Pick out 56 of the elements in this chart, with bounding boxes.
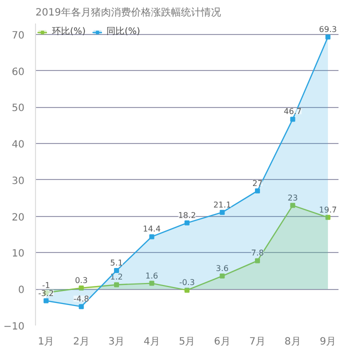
point xyxy=(184,288,190,293)
y-tick-label: −10 xyxy=(3,322,25,332)
data-label: -1 xyxy=(42,280,50,290)
point xyxy=(184,220,190,226)
data-label: 23 xyxy=(288,193,298,202)
x-tick-label: 3月 xyxy=(108,336,125,348)
data-label: 1.2 xyxy=(110,272,123,282)
data-label: 46.7 xyxy=(284,107,302,116)
x-tick-label: 2月 xyxy=(73,336,90,348)
point xyxy=(290,202,296,208)
x-tick-label: 7月 xyxy=(249,336,266,348)
x-tick-label: 5月 xyxy=(178,336,196,348)
data-label: 5.1 xyxy=(110,258,123,268)
data-label: 18.2 xyxy=(178,210,196,220)
x-tick-label: 4月 xyxy=(144,336,160,348)
y-tick-label: 70 xyxy=(12,30,25,42)
point xyxy=(254,188,260,194)
x-tick-label: 6月 xyxy=(214,336,230,348)
data-label: 27 xyxy=(252,178,263,188)
y-tick-label: 50 xyxy=(12,103,25,114)
data-label: 0.3 xyxy=(74,276,88,286)
point xyxy=(220,210,225,215)
legend-label: 环比(%) xyxy=(52,26,86,38)
y-tick-label: 60 xyxy=(12,66,25,78)
data-label: 7.8 xyxy=(251,248,264,258)
y-tick-label: 10 xyxy=(12,248,25,260)
data-label: 19.7 xyxy=(319,205,337,214)
x-tick-label: 9月 xyxy=(320,336,336,348)
point xyxy=(78,304,84,310)
point xyxy=(254,258,260,264)
point xyxy=(290,116,296,122)
chart-title: 2019年各月猪肉消费价格涨跌幅统计情况 xyxy=(36,6,221,18)
y-tick-label: 20 xyxy=(12,212,25,224)
y-tick-label: 0 xyxy=(18,285,25,296)
data-label: -3.2 xyxy=(38,288,54,298)
point xyxy=(114,268,120,274)
x-tick-label: 8月 xyxy=(284,336,301,348)
legend-label: 同比(%) xyxy=(106,26,140,38)
point xyxy=(44,298,49,304)
data-label: 21.1 xyxy=(213,200,232,210)
data-label: 3.6 xyxy=(216,264,229,274)
data-label: 69.3 xyxy=(319,24,337,34)
point xyxy=(325,214,330,220)
point xyxy=(220,274,225,279)
point xyxy=(78,286,84,291)
data-label: -4.8 xyxy=(74,294,90,304)
data-label: 1.6 xyxy=(145,271,158,280)
x-tick-label: 1月 xyxy=(38,336,54,348)
point xyxy=(149,280,154,286)
y-tick-label: 30 xyxy=(12,176,25,187)
point xyxy=(114,282,120,288)
point xyxy=(325,34,330,40)
point xyxy=(149,234,154,240)
y-tick-label: 40 xyxy=(12,140,25,151)
data-label: 14.4 xyxy=(142,224,161,234)
data-label: -0.3 xyxy=(179,278,195,288)
